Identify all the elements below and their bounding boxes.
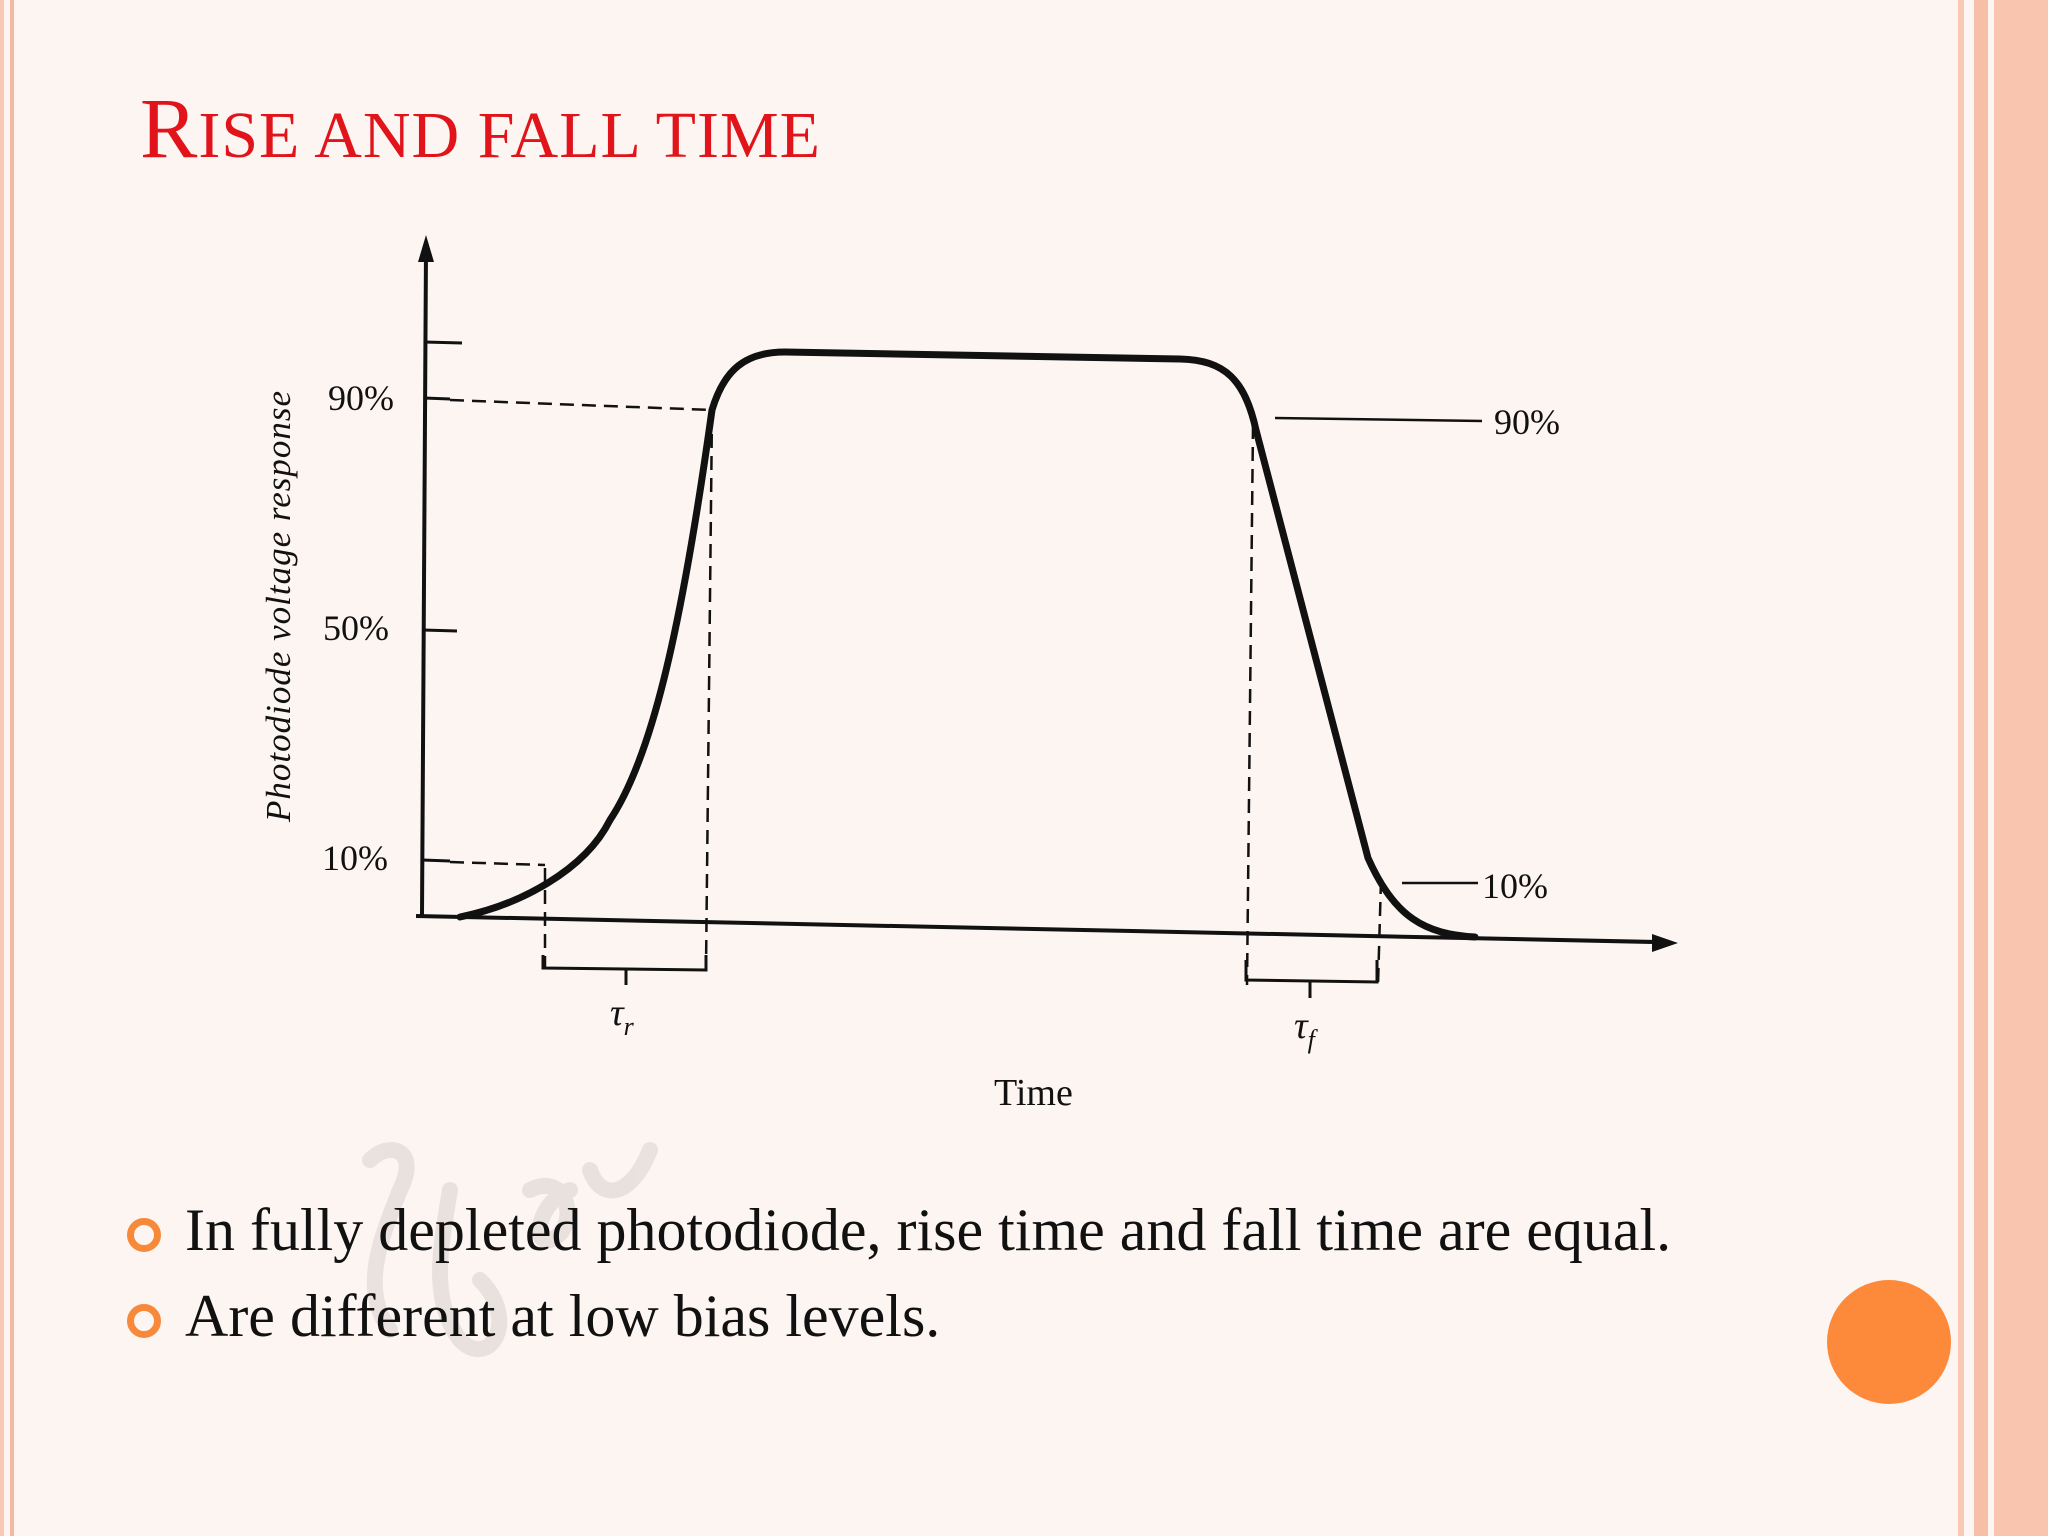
right-border-decoration (1958, 0, 2048, 1536)
dash-fall-right (1376, 879, 1383, 986)
bullet-ring-icon (127, 1304, 161, 1338)
bullet-text: Are different at low bias levels. (185, 1283, 941, 1349)
bullet-ring-icon (127, 1218, 161, 1252)
pulse-response-curve (456, 348, 1479, 941)
dash-fall-left (1245, 424, 1255, 986)
y-axis (420, 249, 428, 916)
right-level-10: 10% (1482, 866, 1548, 906)
leader-90-right (1274, 416, 1483, 423)
y-tick-10 (421, 858, 451, 863)
bullet-item: In fully depleted photodiode, rise time … (120, 1198, 1820, 1262)
fall-time-label: τf (1294, 1005, 1319, 1054)
x-axis (415, 914, 1656, 944)
x-axis-arrow (1652, 934, 1678, 952)
fall-time-bracket (1244, 960, 1379, 984)
y-axis-label: Photodiode voltage response (259, 390, 298, 823)
left-level-10: 10% (322, 838, 388, 878)
y-tick-50 (422, 628, 458, 633)
slide-title: RISE AND FALL TIME (140, 78, 821, 178)
rise-time-label: τr (610, 992, 635, 1041)
bullet-text: In fully depleted photodiode, rise time … (185, 1197, 1672, 1263)
y-axis-arrow (418, 235, 434, 262)
bullet-item: Are different at low bias levels. (120, 1284, 1820, 1348)
dash-rise-right (704, 411, 714, 969)
x-axis-label: Time (994, 1072, 1073, 1114)
rise-time-bracket (541, 955, 708, 972)
left-level-90: 90% (328, 378, 394, 418)
title-rest: ISE AND FALL TIME (198, 99, 821, 172)
dash-10-horizontal (449, 860, 546, 867)
watermark-mark (362, 1142, 658, 1358)
left-level-50: 50% (323, 608, 389, 648)
title-initial: R (140, 80, 199, 176)
bullet-list: In fully depleted photodiode, rise time … (120, 1198, 1820, 1370)
y-tick-top (423, 340, 463, 345)
left-border-decoration (0, 0, 22, 1536)
dash-90-horizontal (449, 398, 713, 412)
decorative-circle (1827, 1280, 1951, 1404)
rise-fall-diagram: Photodiode voltage response 90% 50% 10% … (259, 235, 1678, 1114)
y-tick-90 (423, 396, 451, 401)
right-level-90: 90% (1494, 402, 1560, 442)
